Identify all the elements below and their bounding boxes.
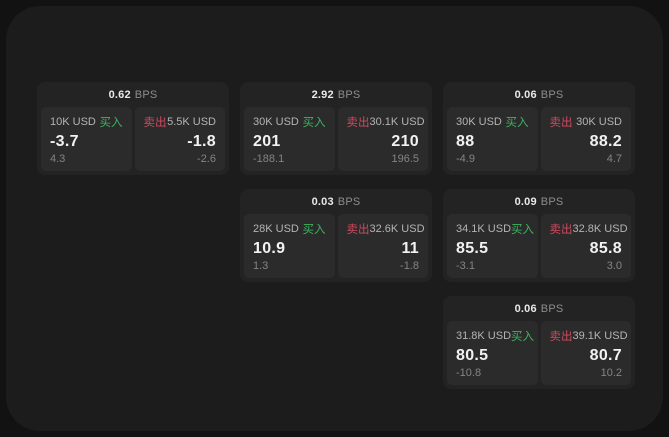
bps-value: 0.06 <box>514 88 537 101</box>
buy-price: 80.5 <box>456 347 489 364</box>
bps-unit: BPS <box>540 302 564 315</box>
bps-value: 2.92 <box>311 88 334 101</box>
buy-price: -3.7 <box>50 133 79 150</box>
buy-delta: -10.8 <box>456 367 482 379</box>
card-header: 0.06 BPS <box>443 296 635 321</box>
buy-size: 30K USD <box>456 116 502 128</box>
buy-delta: -3.1 <box>456 260 475 272</box>
sell-price: -1.8 <box>187 133 216 150</box>
buy-panel[interactable]: 28K USD 买入 10.9 1.3 <box>244 214 335 278</box>
sell-delta: -2.6 <box>197 153 216 165</box>
buy-tag: 买入 <box>302 224 326 236</box>
buy-panel[interactable]: 34.1K USD 买入 85.5 -3.1 <box>447 214 538 278</box>
sell-tag: 卖出 <box>143 117 167 129</box>
buy-panel[interactable]: 30K USD 买入 201 -188.1 <box>244 107 335 171</box>
card-header: 0.09 BPS <box>443 189 635 214</box>
buy-size: 28K USD <box>253 223 299 235</box>
sell-price: 210 <box>391 133 419 150</box>
sell-tag: 卖出 <box>346 117 370 129</box>
sell-delta: 10.2 <box>600 367 622 379</box>
sell-delta: 196.5 <box>391 153 419 165</box>
buy-price: 201 <box>253 133 281 150</box>
sell-panel[interactable]: 卖出 32.6K USD 11 -1.8 <box>337 214 428 278</box>
sell-panel[interactable]: 卖出 30K USD 88.2 4.7 <box>540 107 631 171</box>
buy-panel[interactable]: 31.8K USD 买入 80.5 -10.8 <box>447 321 538 385</box>
quote-card: 2.92 BPS 30K USD 买入 201 -188.1 卖出 30.1K … <box>240 82 432 175</box>
buy-delta: 4.3 <box>50 153 66 165</box>
sell-size: 30K USD <box>576 116 622 128</box>
bps-unit: BPS <box>540 195 564 208</box>
bps-value: 0.06 <box>514 302 537 315</box>
sell-tag: 卖出 <box>549 224 573 236</box>
card-header: 0.06 BPS <box>443 82 635 107</box>
sell-delta: 3.0 <box>606 260 622 272</box>
sell-delta: -1.8 <box>400 260 419 272</box>
sell-tag: 卖出 <box>346 224 370 236</box>
buy-delta: -188.1 <box>253 153 285 165</box>
buy-size: 30K USD <box>253 116 299 128</box>
sell-size: 32.6K USD <box>369 223 425 235</box>
sell-panel[interactable]: 卖出 30.1K USD 210 196.5 <box>337 107 428 171</box>
sell-delta: 4.7 <box>606 153 622 165</box>
sell-price: 88.2 <box>589 133 622 150</box>
bps-unit: BPS <box>540 88 564 101</box>
buy-size: 34.1K USD <box>456 223 512 235</box>
buy-tag: 买入 <box>302 117 326 129</box>
buy-size: 10K USD <box>50 116 96 128</box>
sell-price: 85.8 <box>589 240 622 257</box>
buy-panel[interactable]: 30K USD 买入 88 -4.9 <box>447 107 538 171</box>
card-header: 0.62 BPS <box>37 82 229 107</box>
app-window: 0.62 BPS 10K USD 买入 -3.7 4.3 卖出 5.5K USD <box>6 6 663 431</box>
sell-size: 32.8K USD <box>572 223 628 235</box>
bps-unit: BPS <box>337 195 361 208</box>
sell-price: 11 <box>401 240 419 257</box>
buy-delta: 1.3 <box>253 260 269 272</box>
card-header: 2.92 BPS <box>240 82 432 107</box>
quote-card: 0.06 BPS 30K USD 买入 88 -4.9 卖出 30K USD <box>443 82 635 175</box>
buy-panel[interactable]: 10K USD 买入 -3.7 4.3 <box>41 107 132 171</box>
sell-panel[interactable]: 卖出 32.8K USD 85.8 3.0 <box>540 214 631 278</box>
sell-panel[interactable]: 卖出 5.5K USD -1.8 -2.6 <box>134 107 225 171</box>
buy-price: 10.9 <box>253 240 286 257</box>
quote-card: 0.62 BPS 10K USD 买入 -3.7 4.3 卖出 5.5K USD <box>37 82 229 175</box>
bps-unit: BPS <box>337 88 361 101</box>
buy-price: 85.5 <box>456 240 489 257</box>
buy-price: 88 <box>456 133 475 150</box>
sell-price: 80.7 <box>589 347 622 364</box>
sell-panel[interactable]: 卖出 39.1K USD 80.7 10.2 <box>540 321 631 385</box>
buy-tag: 买入 <box>511 331 535 343</box>
buy-delta: -4.9 <box>456 153 475 165</box>
sell-tag: 卖出 <box>549 117 573 129</box>
quote-card: 0.03 BPS 28K USD 买入 10.9 1.3 卖出 32.6K US… <box>240 189 432 282</box>
bps-value: 0.62 <box>108 88 131 101</box>
sell-tag: 卖出 <box>549 331 573 343</box>
buy-tag: 买入 <box>511 224 535 236</box>
sell-size: 5.5K USD <box>167 116 216 128</box>
bps-unit: BPS <box>134 88 158 101</box>
buy-tag: 买入 <box>505 117 529 129</box>
quote-card: 0.09 BPS 34.1K USD 买入 85.5 -3.1 卖出 32.8K… <box>443 189 635 282</box>
sell-size: 30.1K USD <box>369 116 425 128</box>
buy-size: 31.8K USD <box>456 330 512 342</box>
quote-card-grid: 0.62 BPS 10K USD 买入 -3.7 4.3 卖出 5.5K USD <box>37 82 635 389</box>
sell-size: 39.1K USD <box>572 330 628 342</box>
bps-value: 0.09 <box>514 195 537 208</box>
bps-value: 0.03 <box>311 195 334 208</box>
quote-card: 0.06 BPS 31.8K USD 买入 80.5 -10.8 卖出 39.1… <box>443 296 635 389</box>
card-header: 0.03 BPS <box>240 189 432 214</box>
buy-tag: 买入 <box>99 117 123 129</box>
